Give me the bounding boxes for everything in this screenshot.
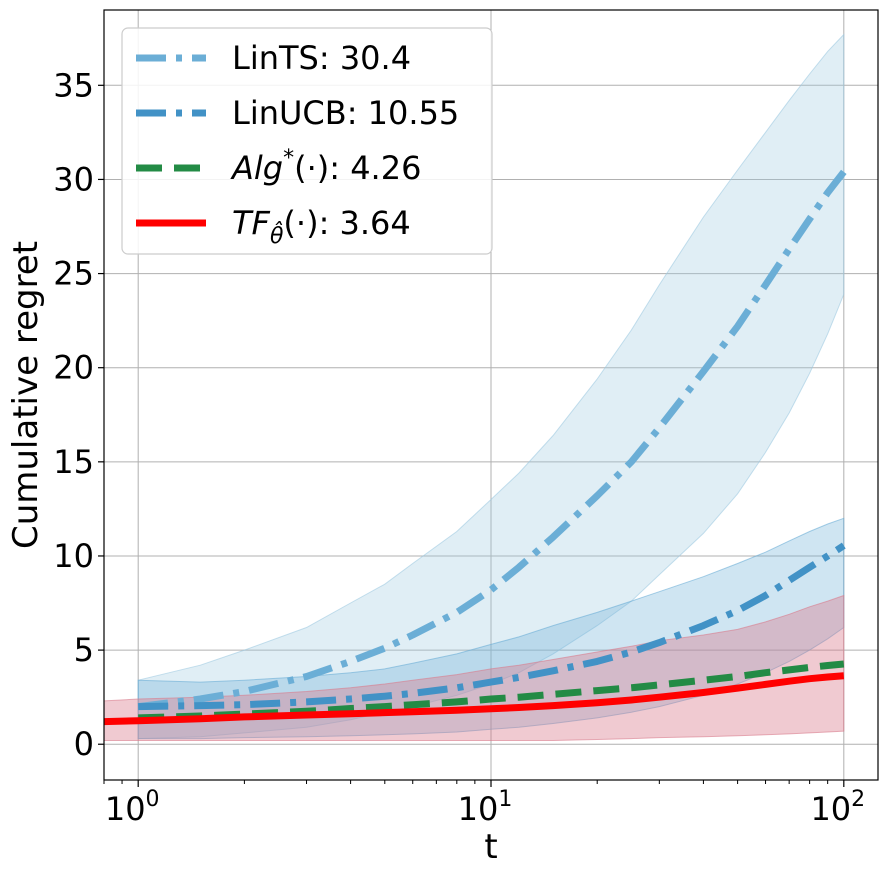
legend-label-0: LinTS: 30.4 [232, 39, 411, 77]
legend: LinTS: 30.4 LinUCB: 10.55 Alg*(·): 4.26 TFθ… [121, 27, 493, 255]
y-tick-label: 20 [53, 349, 94, 387]
confidence-bands [104, 33, 845, 741]
y-tick-label: 5 [74, 631, 94, 669]
y-tick-label: 0 [74, 725, 94, 763]
y-tick-label: 10 [53, 537, 94, 575]
x-tick-label: 100 [105, 787, 160, 828]
y-tick-label: 25 [53, 255, 94, 293]
line-series-0 [137, 169, 847, 711]
line-series-3 [104, 672, 845, 726]
line-series-1 [138, 542, 846, 711]
legend-label-3: TFθ̂(·): 3.64 [232, 204, 411, 249]
band-series-3 [104, 594, 845, 741]
x-axis-label: t [484, 827, 497, 867]
y-axis-label: Cumulative regret [6, 241, 46, 549]
x-tick-label: 102 [810, 787, 865, 828]
x-tick-label: 101 [458, 787, 513, 828]
legend-box [121, 27, 493, 255]
y-tick-label: 30 [53, 160, 94, 198]
legend-label-1: LinUCB: 10.55 [232, 94, 459, 132]
legend-label-2: Alg*(·): 4.26 [230, 146, 421, 187]
y-tick-label: 15 [53, 443, 94, 481]
y-tick-label: 35 [53, 66, 94, 104]
series-lines [104, 169, 847, 726]
axis-ticks: 0 5 10 15 20 25 30 35 100 101 102 [53, 66, 865, 828]
